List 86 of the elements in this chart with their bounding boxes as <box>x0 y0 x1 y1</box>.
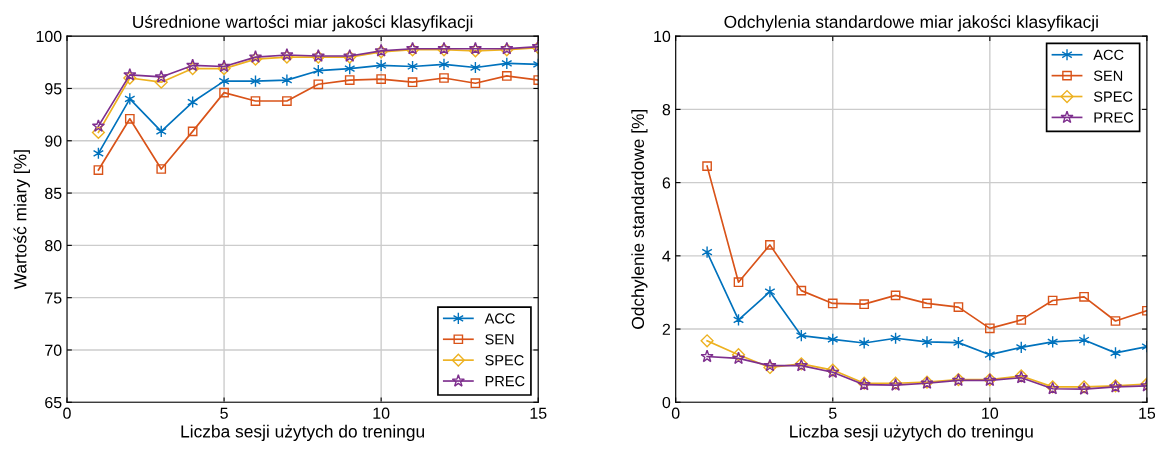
point <box>281 73 293 87</box>
point <box>282 96 292 106</box>
point <box>1110 316 1121 326</box>
y-axis-title: Wartość miary [%] <box>13 150 30 290</box>
point <box>701 245 713 259</box>
y-tick-label: 10 <box>654 30 671 43</box>
point <box>702 161 712 171</box>
point <box>1079 291 1089 302</box>
point <box>501 57 513 70</box>
point <box>700 334 714 348</box>
y-tick-label: 8 <box>662 104 671 116</box>
point <box>438 58 450 71</box>
x-tick-label: 15 <box>530 407 547 419</box>
point <box>313 79 324 90</box>
point <box>91 119 106 132</box>
y-tick-label: 65 <box>45 396 62 409</box>
point <box>984 348 996 361</box>
point <box>91 125 105 139</box>
x-tick-label: 5 <box>828 407 837 419</box>
point <box>123 67 137 81</box>
point <box>765 239 775 250</box>
x-tick-label: 10 <box>373 407 390 419</box>
point <box>187 126 198 137</box>
point <box>827 298 838 309</box>
x-axis-title: Liczba sesji użytych do treningu <box>790 424 1033 441</box>
legend-label: SEN <box>1093 70 1123 81</box>
y-tick-label: 6 <box>662 177 671 189</box>
legend-label: PREC <box>1094 112 1134 123</box>
legend-label: SPEC <box>485 355 524 366</box>
point <box>439 73 449 83</box>
point <box>858 336 870 350</box>
legend-label: SPEC <box>1093 91 1133 102</box>
point <box>156 164 167 174</box>
chart-title: Odchylenia standardowe miar jakości klasyfikacji <box>724 15 1098 32</box>
y-tick-label: 95 <box>45 83 62 95</box>
point <box>344 75 355 85</box>
point <box>700 349 714 363</box>
y-tick-label: 90 <box>45 135 62 147</box>
point <box>218 74 230 88</box>
y-tick-label: 100 <box>36 30 62 43</box>
x-tick-label: 10 <box>982 407 999 419</box>
point <box>764 285 776 298</box>
point <box>1047 295 1058 306</box>
point <box>250 96 261 106</box>
point <box>859 299 870 310</box>
y-tick-label: 2 <box>662 323 671 335</box>
point <box>953 302 964 312</box>
point <box>375 59 387 72</box>
legend-label: SEN <box>485 334 514 345</box>
chart-title: Uśrednione wartości miar jakości klasyfikacji <box>133 15 473 32</box>
y-tick-label: 80 <box>45 240 62 252</box>
y-tick-label: 75 <box>45 292 62 304</box>
point <box>470 78 481 89</box>
y-tick-label: 85 <box>45 187 62 200</box>
point <box>796 285 807 296</box>
point <box>890 290 901 301</box>
legend-label: ACC <box>1093 49 1124 60</box>
point <box>124 92 136 106</box>
y-tick-label: 0 <box>662 396 671 409</box>
point <box>186 62 200 76</box>
y-tick-label: 70 <box>45 344 62 356</box>
point <box>186 58 200 72</box>
legend-label: PREC <box>485 375 525 387</box>
point <box>154 70 168 83</box>
point <box>1016 315 1027 325</box>
point <box>93 165 104 175</box>
point <box>733 277 744 288</box>
x-axis-title: Liczba sesji użytych do treningu <box>181 424 425 441</box>
point <box>984 323 995 334</box>
point <box>921 335 933 349</box>
legend-label: ACC <box>484 313 515 324</box>
point <box>407 77 418 88</box>
x-tick-label: 5 <box>220 407 228 419</box>
point <box>123 71 137 85</box>
point <box>154 75 168 89</box>
x-tick-label: 0 <box>63 407 71 419</box>
y-axis-title: Odchylenie standardowe [%] <box>631 109 648 329</box>
y-tick-label: 4 <box>662 250 671 262</box>
point <box>376 74 387 84</box>
x-tick-label: 0 <box>671 407 680 419</box>
point <box>922 298 932 309</box>
point <box>124 113 135 124</box>
point <box>501 71 512 81</box>
point <box>219 87 229 98</box>
point <box>1078 333 1090 347</box>
x-tick-label: 15 <box>1139 407 1155 419</box>
